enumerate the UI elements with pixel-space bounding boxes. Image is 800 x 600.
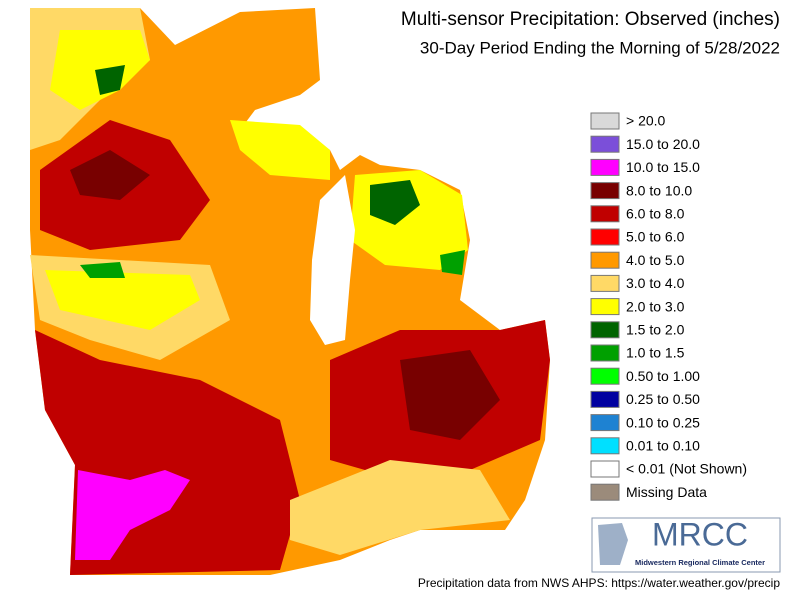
- footer: Precipitation data from NWS AHPS: https:…: [418, 576, 780, 590]
- legend-label: 0.50 to 1.00: [626, 368, 700, 384]
- legend-swatch: [590, 205, 620, 223]
- logo-text: MRCC: [652, 516, 748, 552]
- legend-label: 3.0 to 4.0: [626, 275, 685, 291]
- legend-label: 1.5 to 2.0: [626, 322, 685, 338]
- legend-swatch: [590, 112, 620, 130]
- area-2-3: [45, 270, 200, 330]
- legend-swatch: [590, 158, 620, 176]
- title: Multi-sensor Precipitation: Observed (in…: [401, 9, 780, 30]
- legend-label: 8.0 to 10.0: [626, 182, 692, 198]
- legend: > 20.0 15.0 to 20.0 10.0 to 15.0 8.0 to 10.…: [590, 112, 747, 501]
- legend-swatch: [590, 483, 620, 501]
- legend-swatch: [590, 321, 620, 339]
- area-1p5-2: [95, 65, 125, 95]
- legend-swatch: [590, 367, 620, 385]
- legend-swatch: [590, 274, 620, 292]
- legend-label: 15.0 to 20.0: [626, 136, 700, 152]
- area-8-10: [70, 150, 150, 200]
- legend-label: 0.01 to 0.10: [626, 438, 700, 454]
- subtitle: 30-Day Period Ending the Morning of 5/28…: [420, 38, 780, 57]
- legend-label: 5.0 to 6.0: [626, 229, 685, 245]
- logo: MRCC Midwestern Regional Climate Center: [591, 516, 781, 573]
- legend-swatch: [590, 344, 620, 362]
- legend-swatch: [590, 460, 620, 478]
- legend-swatch: [590, 135, 620, 153]
- legend-label: 0.25 to 0.50: [626, 391, 700, 407]
- legend-swatch: [590, 390, 620, 408]
- legend-swatch: [590, 414, 620, 432]
- legend-label: 10.0 to 15.0: [626, 159, 700, 175]
- legend-label: < 0.01 (Not Shown): [626, 461, 747, 477]
- legend-label: 2.0 to 3.0: [626, 298, 685, 314]
- legend-label: Missing Data: [626, 484, 707, 500]
- area-3-4: [290, 460, 510, 555]
- area-1-1p5: [440, 250, 465, 275]
- legend-label: 6.0 to 8.0: [626, 206, 685, 222]
- logo-subtext: Midwestern Regional Climate Center: [635, 558, 765, 567]
- map: [30, 8, 550, 575]
- area-1p5-2: [370, 180, 420, 225]
- area-10-15: [75, 470, 190, 560]
- legend-swatch: [590, 437, 620, 455]
- legend-swatch: [590, 228, 620, 246]
- area-8-10: [400, 350, 500, 440]
- legend-swatch: [590, 298, 620, 316]
- legend-label: 4.0 to 5.0: [626, 252, 685, 268]
- legend-swatch: [590, 251, 620, 269]
- legend-swatch: [590, 182, 620, 200]
- area-1-1p5: [80, 262, 125, 278]
- legend-label: 0.10 to 0.25: [626, 414, 700, 430]
- area-2-3: [230, 120, 330, 180]
- legend-label: > 20.0: [626, 113, 666, 129]
- lake-michigan: [310, 175, 355, 345]
- logo-map: [598, 523, 628, 565]
- legend-label: 1.0 to 1.5: [626, 345, 685, 361]
